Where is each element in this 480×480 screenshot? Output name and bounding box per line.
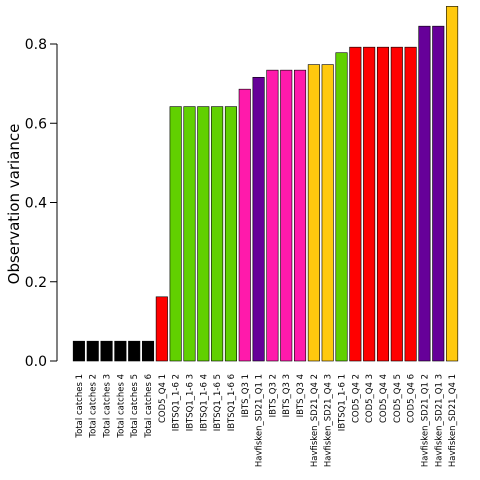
x-tick-label: COD5_Q4 4 (379, 374, 389, 423)
x-tick-label: Total catches 2 (89, 374, 99, 439)
bar (335, 52, 348, 362)
bar (128, 340, 141, 362)
bar (280, 69, 293, 362)
y-axis-title: Observation variance (5, 124, 23, 285)
bar (294, 69, 307, 362)
y-tick-label: 0.2 (25, 275, 47, 291)
bar (363, 46, 376, 362)
x-tick-label: IBTS_Q3 4 (296, 374, 306, 417)
bars (72, 6, 459, 362)
x-tick-label: IBTSQ1_1-6 5 (213, 374, 223, 431)
y-ticks: 0.0 0.2 0.4 0.6 0.8 (25, 37, 57, 370)
x-tick-label: Havfisken_SD21_Q4 1 (448, 374, 458, 467)
x-tick-label: Total catches 1 (75, 374, 85, 439)
x-tick-label: Total catches 3 (103, 374, 113, 439)
x-tick-label: IBTSQ1_1-6 6 (227, 374, 237, 431)
bar (307, 64, 320, 362)
bar (321, 64, 334, 362)
x-tick-label: Total catches 4 (116, 374, 126, 439)
x-tick-label: Havfisken_SD21_Q4 3 (324, 374, 334, 467)
x-tick-label: IBTSQ1_1-6 4 (199, 374, 209, 431)
bar (376, 46, 390, 362)
bar (197, 106, 210, 362)
x-tick-label: COD5_Q4 1 (158, 374, 168, 423)
x-tick-label: COD5_Q4 5 (393, 374, 403, 423)
x-tick-label: IBTS_Q3 1 (241, 374, 251, 417)
y-tick-label: 0.0 (25, 354, 47, 370)
y-tick-label: 0.4 (25, 196, 47, 212)
y-tick-label: 0.6 (25, 116, 47, 132)
bar (211, 106, 224, 362)
x-tick-label: Havfisken_SD21_Q4 2 (310, 374, 320, 467)
x-tick-label: Havfisken_SD21_Q1 1 (255, 374, 265, 467)
bar (418, 25, 431, 362)
bar (100, 340, 113, 362)
bar (183, 106, 196, 362)
bar (238, 88, 251, 362)
bar (349, 46, 362, 362)
x-tick-label: Total catches 5 (130, 374, 140, 439)
bar (404, 46, 417, 362)
x-tick-label: Total catches 6 (144, 374, 154, 439)
x-tick-label: IBTSQ1_1-6 2 (172, 374, 182, 431)
bar (432, 25, 445, 362)
x-tick-label: IBTS_Q3 3 (282, 374, 292, 417)
bar (224, 106, 237, 362)
x-tick-label: COD5_Q4 2 (351, 374, 361, 423)
x-tick-label: IBTSQ1_1-6 3 (185, 374, 195, 431)
bar (446, 6, 459, 362)
x-tick-labels: Total catches 1 Total catches 2 Total catc… (75, 374, 458, 467)
x-tick-label: IBTS_Q3 2 (268, 374, 278, 417)
bar (72, 340, 85, 362)
bar (266, 69, 279, 362)
y-tick-label: 0.8 (25, 37, 47, 53)
bar (155, 296, 168, 362)
x-tick-label: COD5_Q4 3 (365, 374, 375, 423)
bar (114, 340, 127, 362)
x-tick-label: IBTSQ1_1-6 1 (338, 374, 348, 431)
bar (390, 46, 403, 362)
x-tick-label: COD5_Q4 6 (407, 374, 417, 423)
bar (141, 340, 155, 362)
bar (86, 340, 99, 362)
bar (252, 76, 265, 362)
x-tick-label: Havfisken_SD21_Q1 2 (420, 374, 430, 467)
y-axis: 0.0 0.2 0.4 0.6 0.8 (25, 37, 58, 370)
x-tick-label: Havfisken_SD21_Q1 3 (434, 374, 444, 467)
bar (169, 106, 182, 362)
